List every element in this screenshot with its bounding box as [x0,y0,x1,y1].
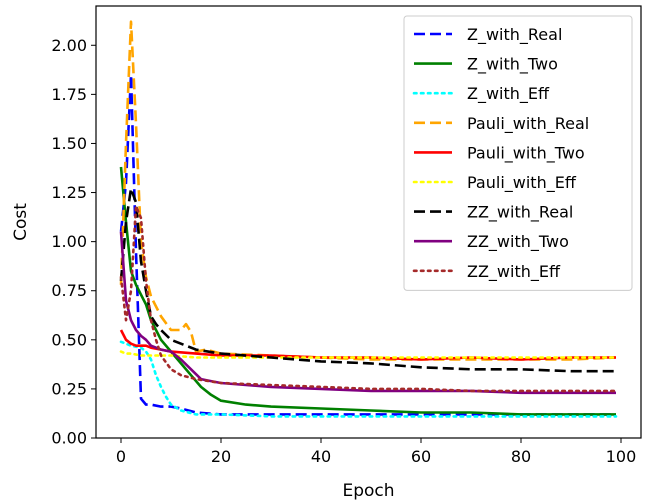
legend-label-Z_with_Two: Z_with_Two [467,55,558,75]
y-axis-label: Cost [11,203,31,241]
x-tick-label: 100 [606,447,637,466]
legend-label-ZZ_with_Eff: ZZ_with_Eff [467,262,561,282]
series-line-Z_with_Real [119,73,616,416]
y-tick-label: 0.25 [51,379,87,398]
legend: Z_with_Real Z_with_Two Z_with_Eff Pauli_wit… [403,15,633,291]
y-tick-label: 0.00 [51,429,87,448]
x-tick-label: 0 [116,447,126,466]
x-tick-label: 40 [311,447,331,466]
legend-label-ZZ_with_Real: ZZ_with_Real [467,203,573,223]
series-line-Pauli_with_Eff [119,350,618,359]
y-axis: 0.00 0.25 0.50 0.75 1.00 1.25 1.50 1.75 2.00 [51,36,96,448]
x-axis: 0 20 40 60 80 100 [116,438,636,466]
y-tick-label: 1.25 [51,183,87,202]
legend-label-Pauli_with_Eff: Pauli_with_Eff [467,173,577,193]
y-tick-label: 1.00 [51,232,87,251]
series-line-ZZ_with_Real [119,187,616,373]
legend-label-ZZ_with_Two: ZZ_with_Two [467,232,569,252]
legend-box [403,15,633,291]
x-tick-label: 20 [211,447,231,466]
y-tick-label: 1.50 [51,134,87,153]
x-axis-label: Epoch [342,481,394,501]
y-tick-label: 0.75 [51,281,87,300]
series-layer [119,20,618,418]
y-tick-label: 1.75 [51,85,87,104]
plot-frame [95,5,642,439]
series-line-Z_with_Eff [119,340,618,418]
y-tick-label: 0.50 [51,330,87,349]
x-tick-label: 60 [411,447,431,466]
legend-label-Z_with_Real: Z_with_Real [467,25,562,45]
legend-label-Pauli_with_Real: Pauli_with_Real [467,114,589,134]
legend-label-Z_with_Eff: Z_with_Eff [467,84,550,104]
x-tick-label: 80 [511,447,531,466]
series-line-ZZ_with_Eff [119,205,618,393]
series-line-Z_with_Two [119,166,616,416]
y-tick-label: 2.00 [51,36,87,55]
legend-label-Pauli_with_Two: Pauli_with_Two [467,143,585,163]
